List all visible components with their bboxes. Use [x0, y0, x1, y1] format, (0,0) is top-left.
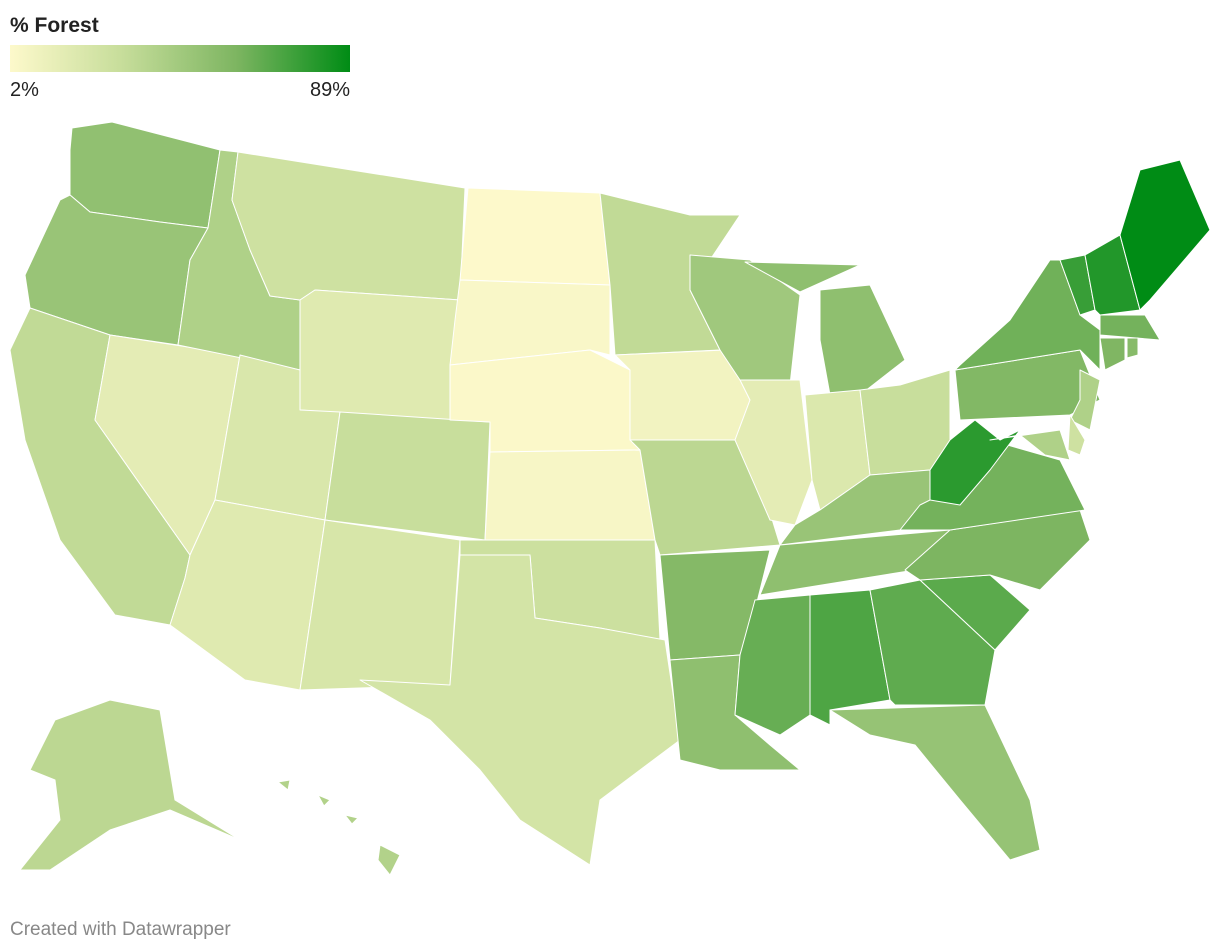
state: [459, 187, 611, 286]
state: [324, 411, 491, 541]
legend-max: 89%: [310, 79, 350, 101]
state: [829, 704, 1041, 861]
legend-title: % Forest: [10, 14, 99, 37]
states: [9, 121, 1211, 876]
state: [231, 151, 466, 301]
state: [989, 429, 1071, 461]
state: [1126, 337, 1139, 359]
state: [344, 814, 359, 825]
state: [317, 794, 331, 807]
state: [1119, 159, 1211, 311]
state: [819, 284, 906, 396]
state: [1067, 414, 1086, 456]
legend-min: 2%: [10, 79, 39, 101]
state: [377, 844, 401, 876]
state: [1069, 369, 1101, 431]
state: [1099, 314, 1161, 341]
credit: Created with Datawrapper: [10, 919, 231, 940]
state: [1099, 337, 1126, 371]
legend-gradient: [10, 45, 350, 72]
state: [277, 779, 291, 791]
state: [299, 289, 461, 421]
state: [359, 554, 681, 866]
state: [744, 261, 861, 293]
state: [954, 259, 1101, 371]
state: [1084, 234, 1141, 316]
state: [859, 369, 951, 476]
state: [734, 379, 813, 526]
state: [19, 699, 241, 871]
state: [299, 519, 461, 691]
state: [929, 419, 1021, 506]
state: [484, 449, 656, 541]
